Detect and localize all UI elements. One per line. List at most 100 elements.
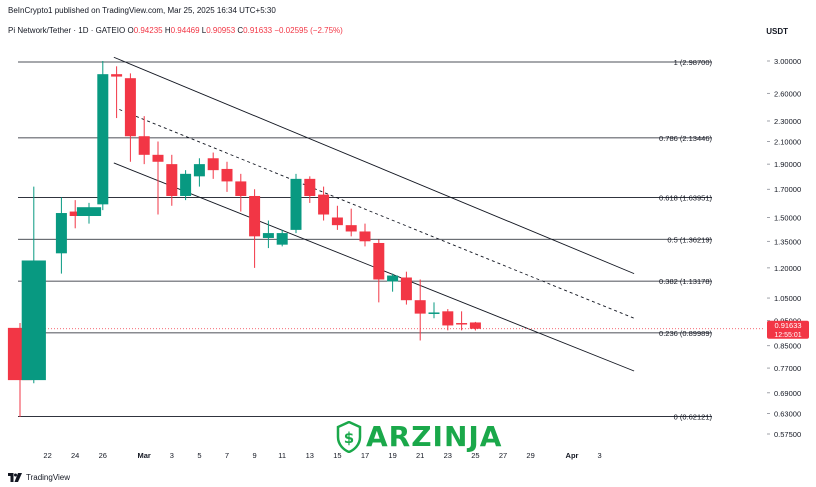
x-tick-label: 25: [471, 451, 479, 460]
candle: [152, 141, 164, 215]
candle: [249, 189, 261, 268]
y-axis: 3.00000 2.60000 2.30000 2.10000 1.90000 1.700…: [767, 57, 801, 439]
candle: [345, 208, 357, 237]
tradingview-brand[interactable]: TradingView: [8, 473, 70, 482]
candle: [318, 186, 330, 221]
y-tick-label: 0.57500: [774, 430, 801, 439]
close-value: 0.91633: [243, 26, 273, 35]
channel-median-line: [119, 109, 635, 319]
x-tick-label: 11: [278, 451, 286, 460]
candle-body: [359, 231, 371, 242]
x-tick-label: 24: [71, 451, 79, 460]
candle-body: [207, 158, 219, 171]
price-tag-box: [767, 320, 809, 339]
candle: [21, 186, 46, 384]
currency-label: USDT: [766, 27, 788, 36]
candle: [166, 154, 178, 206]
candle: [124, 73, 136, 162]
candle-body: [221, 168, 233, 182]
candle-body: [469, 322, 481, 329]
candle-body: [21, 260, 46, 381]
candle-body: [400, 277, 412, 301]
candle: [55, 197, 67, 274]
candle: [193, 158, 205, 187]
candle: [414, 279, 426, 341]
y-tick-label: 2.10000: [774, 138, 801, 147]
x-tick-label: Mar: [138, 451, 151, 460]
x-tick-label: 3: [598, 451, 602, 460]
symbol-legend: Pi Network/Tether · 1D · GATEIO O0.94235…: [8, 26, 343, 35]
candle-body: [249, 195, 261, 237]
candle: [456, 311, 468, 331]
watermark-text: ARZINJA: [366, 420, 503, 453]
watermark: $ ARZINJA: [336, 420, 502, 453]
candle-body: [138, 136, 150, 155]
candle-body: [414, 300, 426, 314]
x-tick-label: 27: [499, 451, 507, 460]
x-tick-label: 22: [43, 451, 51, 460]
y-tick-label: 1.20000: [774, 264, 801, 273]
candle: [331, 205, 343, 230]
candle-body: [373, 242, 385, 280]
candle: [138, 116, 150, 165]
candle: [69, 200, 81, 229]
candle-body: [276, 233, 288, 245]
candle-body: [166, 164, 178, 196]
candle-body: [428, 312, 440, 314]
y-tick-label: 1.70000: [774, 185, 801, 194]
candle: [76, 202, 102, 224]
candle-body: [180, 173, 192, 196]
y-tick-label: 2.60000: [774, 89, 801, 98]
low-label: L: [201, 26, 207, 35]
fibonacci-levels: 1 (2.98700) 0.786 (2.13446) 0.618 (1.63951…: [18, 58, 712, 422]
candle-body: [442, 311, 454, 326]
price-tag-value: 0.91633: [774, 321, 801, 330]
candle-body: [152, 154, 164, 162]
candle: [221, 161, 233, 192]
fib-level-label: 0.382 (1.13178): [659, 277, 712, 286]
x-tick-label: 19: [388, 451, 396, 460]
candle: [180, 170, 192, 201]
candles: [7, 61, 481, 417]
y-tick-label: 1.90000: [774, 160, 801, 169]
y-tick-label: 0.77000: [774, 364, 801, 373]
y-tick-label: 0.63000: [774, 409, 801, 418]
candle-body: [97, 74, 109, 205]
candle-body: [55, 213, 67, 254]
fib-level-label: 0.618 (1.63951): [659, 193, 712, 202]
candle: [359, 223, 371, 247]
tradingview-logo-icon: [8, 473, 22, 482]
candle-body: [124, 78, 136, 137]
candle-body: [111, 74, 123, 77]
candle-body: [193, 164, 205, 177]
x-tick-label: 5: [197, 451, 201, 460]
open-value: 0.94235: [133, 26, 163, 35]
candle-body: [456, 323, 468, 325]
x-axis: 22 24 26 Mar 3 5 7 9 11 13 15 17 19 21 23 25 27 29 Apr 3: [43, 451, 601, 460]
fib-level-label: 0 (0.62121): [674, 413, 713, 422]
x-tick-label: 17: [361, 451, 369, 460]
candle: [304, 176, 316, 203]
candle: [387, 273, 399, 292]
candle-body: [69, 211, 81, 217]
candle-body: [304, 178, 316, 196]
watermark-logo-icon: $: [336, 420, 362, 453]
candle: [469, 321, 481, 331]
candle: [207, 152, 219, 179]
candle-body: [387, 275, 399, 282]
candle-body: [76, 207, 102, 217]
price-tag-countdown: 12:55:01: [774, 332, 801, 339]
candle: [373, 239, 385, 303]
x-tick-label: 21: [416, 451, 424, 460]
x-tick-label: 29: [526, 451, 534, 460]
y-tick-label: 1.05000: [774, 294, 801, 303]
x-tick-label: Apr: [566, 451, 579, 460]
fib-level-label: 0.5 (1.36219): [667, 235, 712, 244]
candle: [428, 302, 440, 319]
candle: [400, 271, 412, 305]
candle-body: [345, 225, 357, 232]
candle-body: [262, 233, 274, 238]
fib-level-label: 0.786 (2.13446): [659, 134, 712, 143]
x-tick-label: 3: [170, 451, 174, 460]
